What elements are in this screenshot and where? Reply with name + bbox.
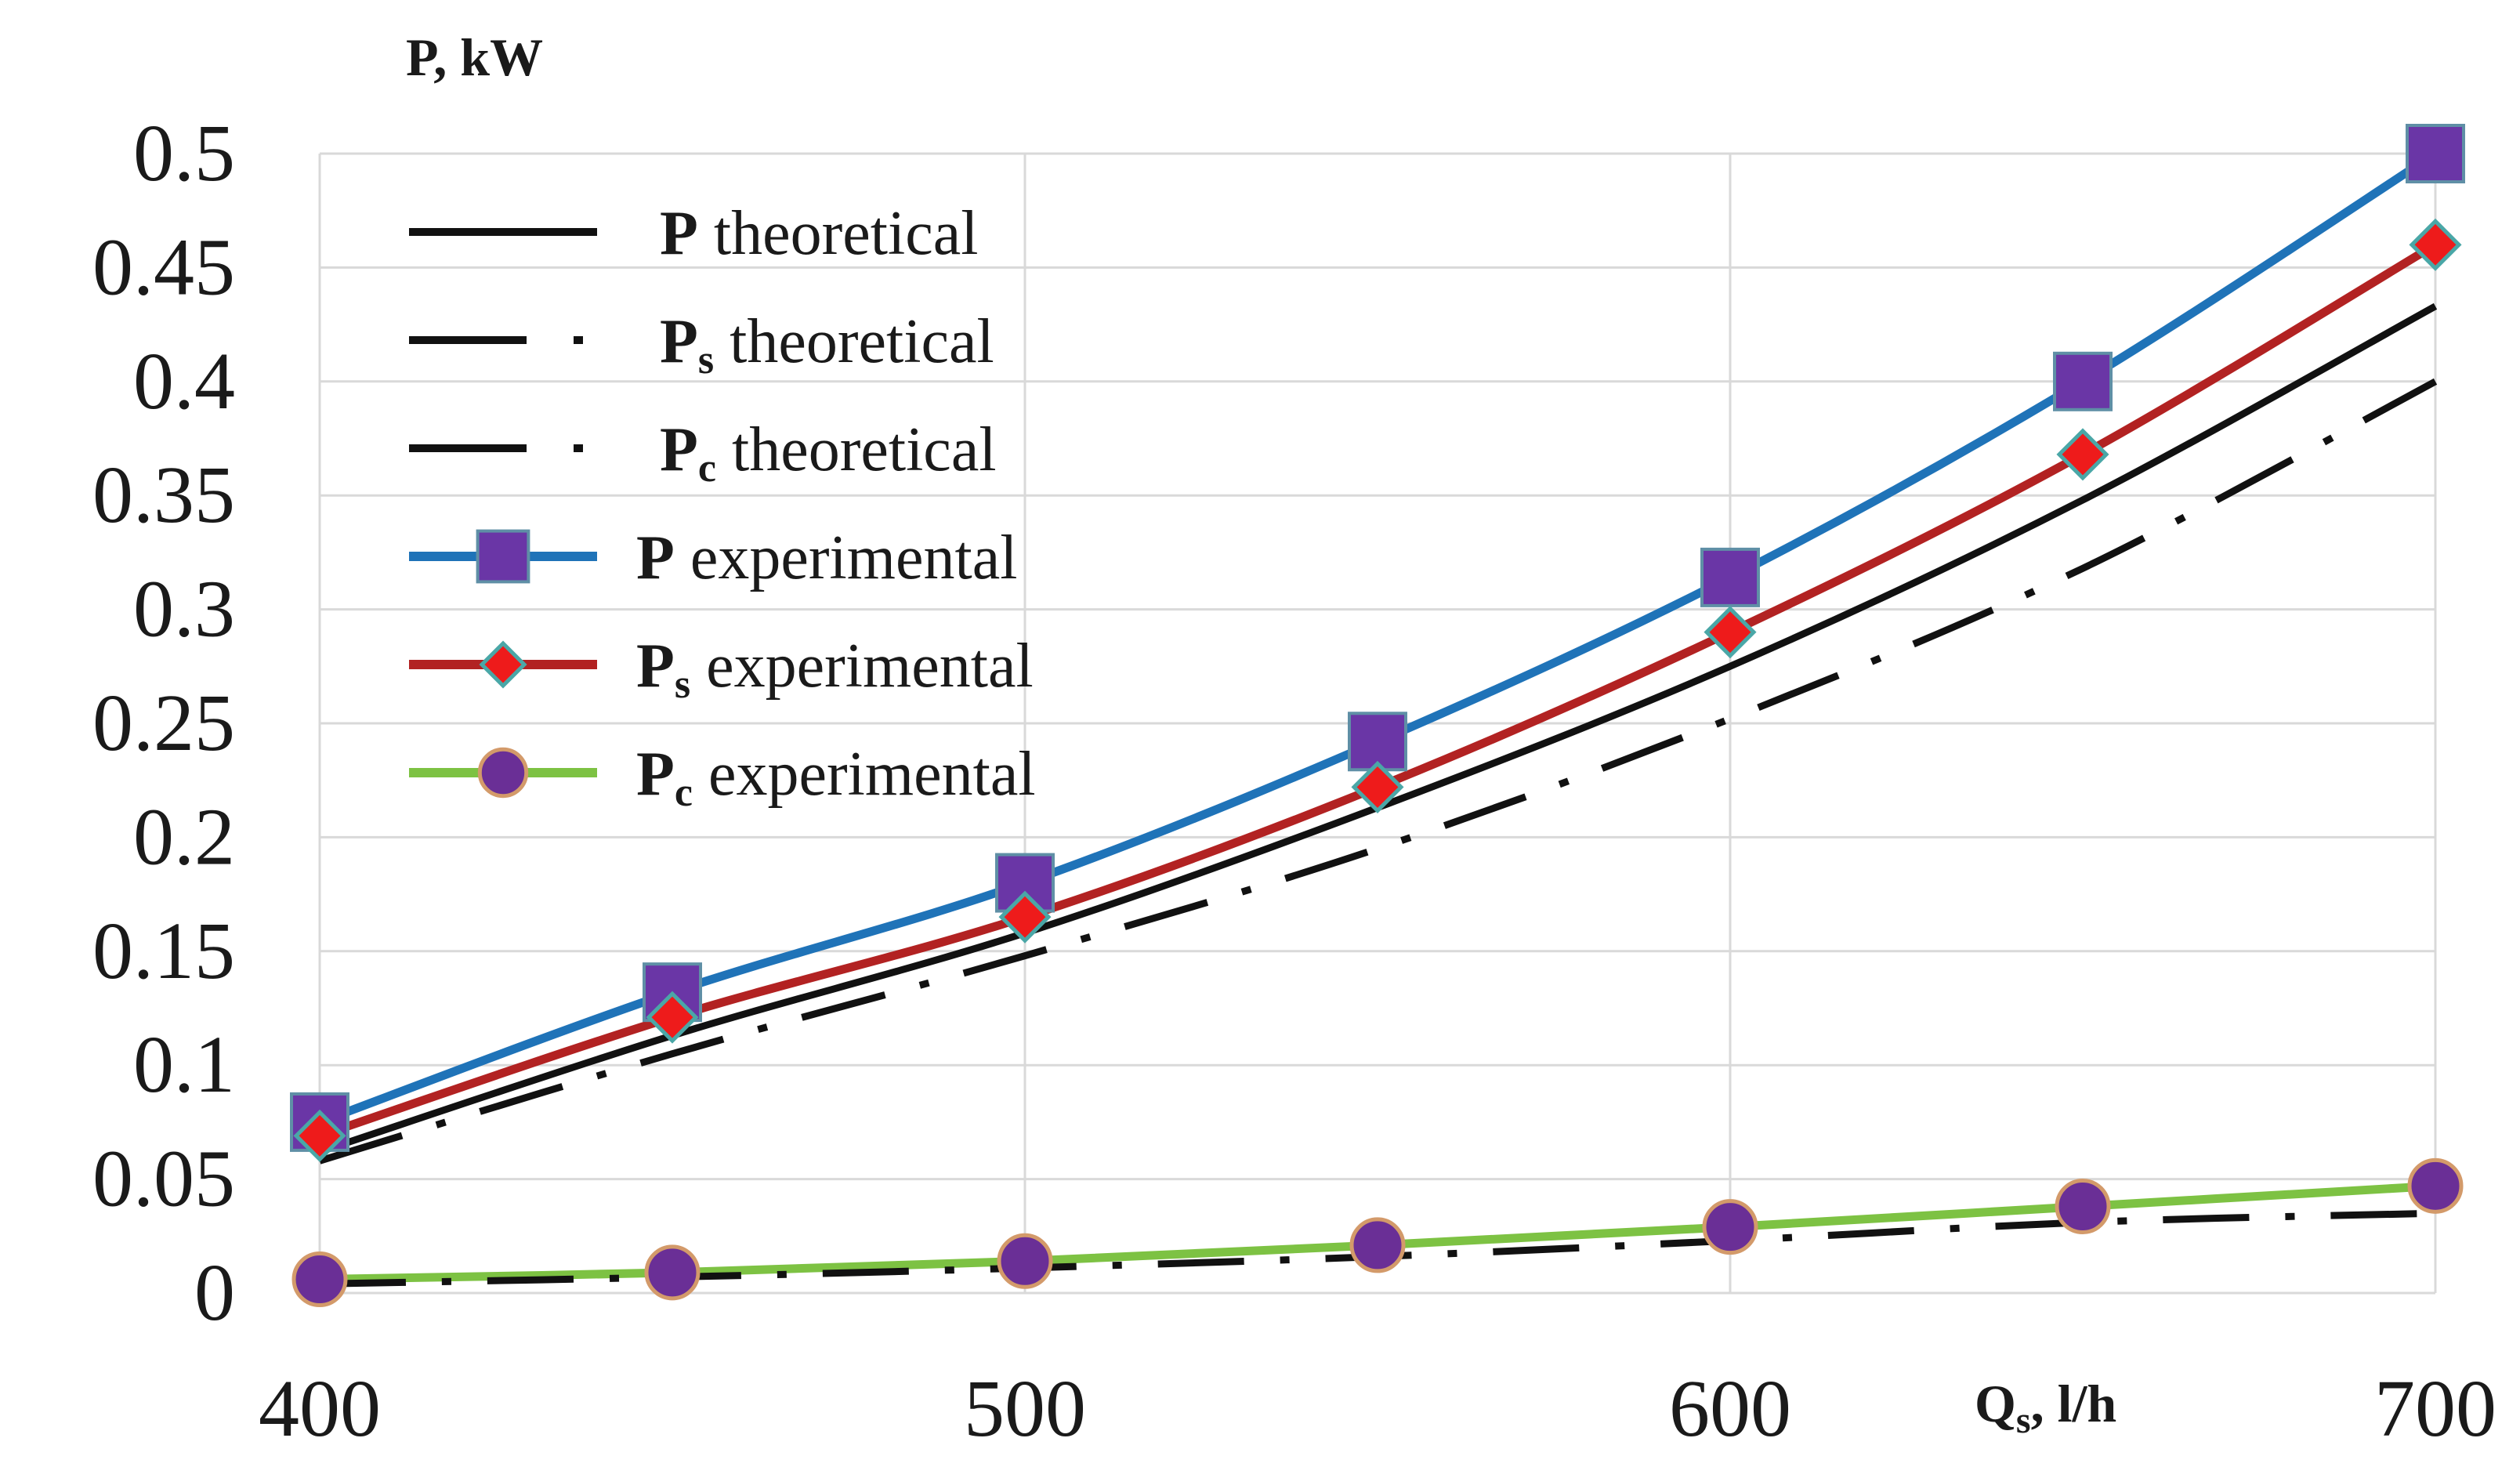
data-point-pc-experimental (1349, 1217, 1406, 1273)
data-point-p-experimental (2053, 351, 2113, 411)
y-tick-label: 0.45 (92, 222, 235, 312)
y-axis-ticks: 0 0.05 0.1 0.15 0.2 0.25 0.3 0.35 0.4 0.45 0.5 (92, 108, 235, 1338)
data-point-ps-experimental (1704, 606, 1757, 659)
y-tick-label: 0.35 (92, 450, 235, 540)
legend-swatch-marker (479, 640, 527, 689)
data-point-p-experimental (1348, 712, 1407, 772)
data-point-pc-experimental (2407, 1157, 2464, 1214)
y-tick-label: 0 (194, 1248, 235, 1338)
legend-label: Pc theoretical (660, 415, 997, 491)
data-point-pc-experimental (997, 1233, 1053, 1289)
data-point-ps-experimental (293, 1109, 346, 1162)
legend: P theoretical Ps theoretical Pc theoretica… (409, 199, 1036, 815)
legend-item-p-experimental: P experimental (409, 523, 1017, 592)
y-tick-label: 0.05 (92, 1134, 235, 1224)
x-tick-label: 500 (964, 1364, 1086, 1454)
legend-item-ps-theoretical: Ps theoretical (409, 307, 994, 382)
legend-label: Pc experimental (636, 740, 1036, 815)
data-point-pc-experimental (2055, 1178, 2111, 1234)
data-point-p-experimental (1700, 547, 1760, 607)
data-point-ps-experimental (1351, 760, 1404, 813)
data-point-ps-experimental (646, 991, 699, 1044)
legend-item-p-theoretical: P theoretical (409, 199, 978, 268)
y-tick-label: 0.15 (92, 906, 235, 996)
legend-swatch-marker (476, 529, 530, 584)
x-tick-label: 600 (1669, 1364, 1791, 1454)
data-point-ps-experimental (998, 890, 1052, 944)
series-markers (290, 124, 2465, 1308)
legend-label: Ps theoretical (660, 307, 994, 382)
legend-swatch-marker (477, 747, 529, 799)
data-point-pc-experimental (1702, 1199, 1758, 1255)
series-line-ps-theoretical (318, 378, 2438, 1165)
y-tick-label: 0.3 (133, 564, 235, 654)
y-tick-label: 0.4 (133, 336, 235, 426)
legend-item-pc-theoretical: Pc theoretical (409, 415, 997, 491)
data-point-pc-experimental (644, 1244, 701, 1301)
legend-label: Ps experimental (636, 632, 1034, 707)
x-axis-ticks: 400 500 600 700 (259, 1364, 2496, 1454)
legend-label: P experimental (636, 523, 1017, 592)
legend-item-ps-experimental: Ps experimental (409, 632, 1034, 707)
data-point-p-experimental (2406, 124, 2465, 183)
legend-label: P theoretical (660, 199, 978, 268)
x-axis-title: Qs, l/h (1975, 1374, 2116, 1441)
data-point-pc-experimental (291, 1251, 348, 1308)
data-point-ps-experimental (2056, 428, 2109, 481)
data-point-ps-experimental (2409, 218, 2462, 271)
legend-item-pc-experimental: Pc experimental (409, 740, 1036, 815)
y-tick-label: 0.5 (133, 108, 235, 198)
y-axis-title: P, kW (406, 27, 543, 87)
y-tick-label: 0.2 (133, 791, 235, 882)
y-tick-label: 0.25 (92, 678, 235, 768)
y-tick-label: 0.1 (133, 1020, 235, 1110)
x-tick-label: 400 (259, 1364, 381, 1454)
gridlines (318, 152, 2437, 1295)
x-tick-label: 700 (2374, 1364, 2496, 1454)
